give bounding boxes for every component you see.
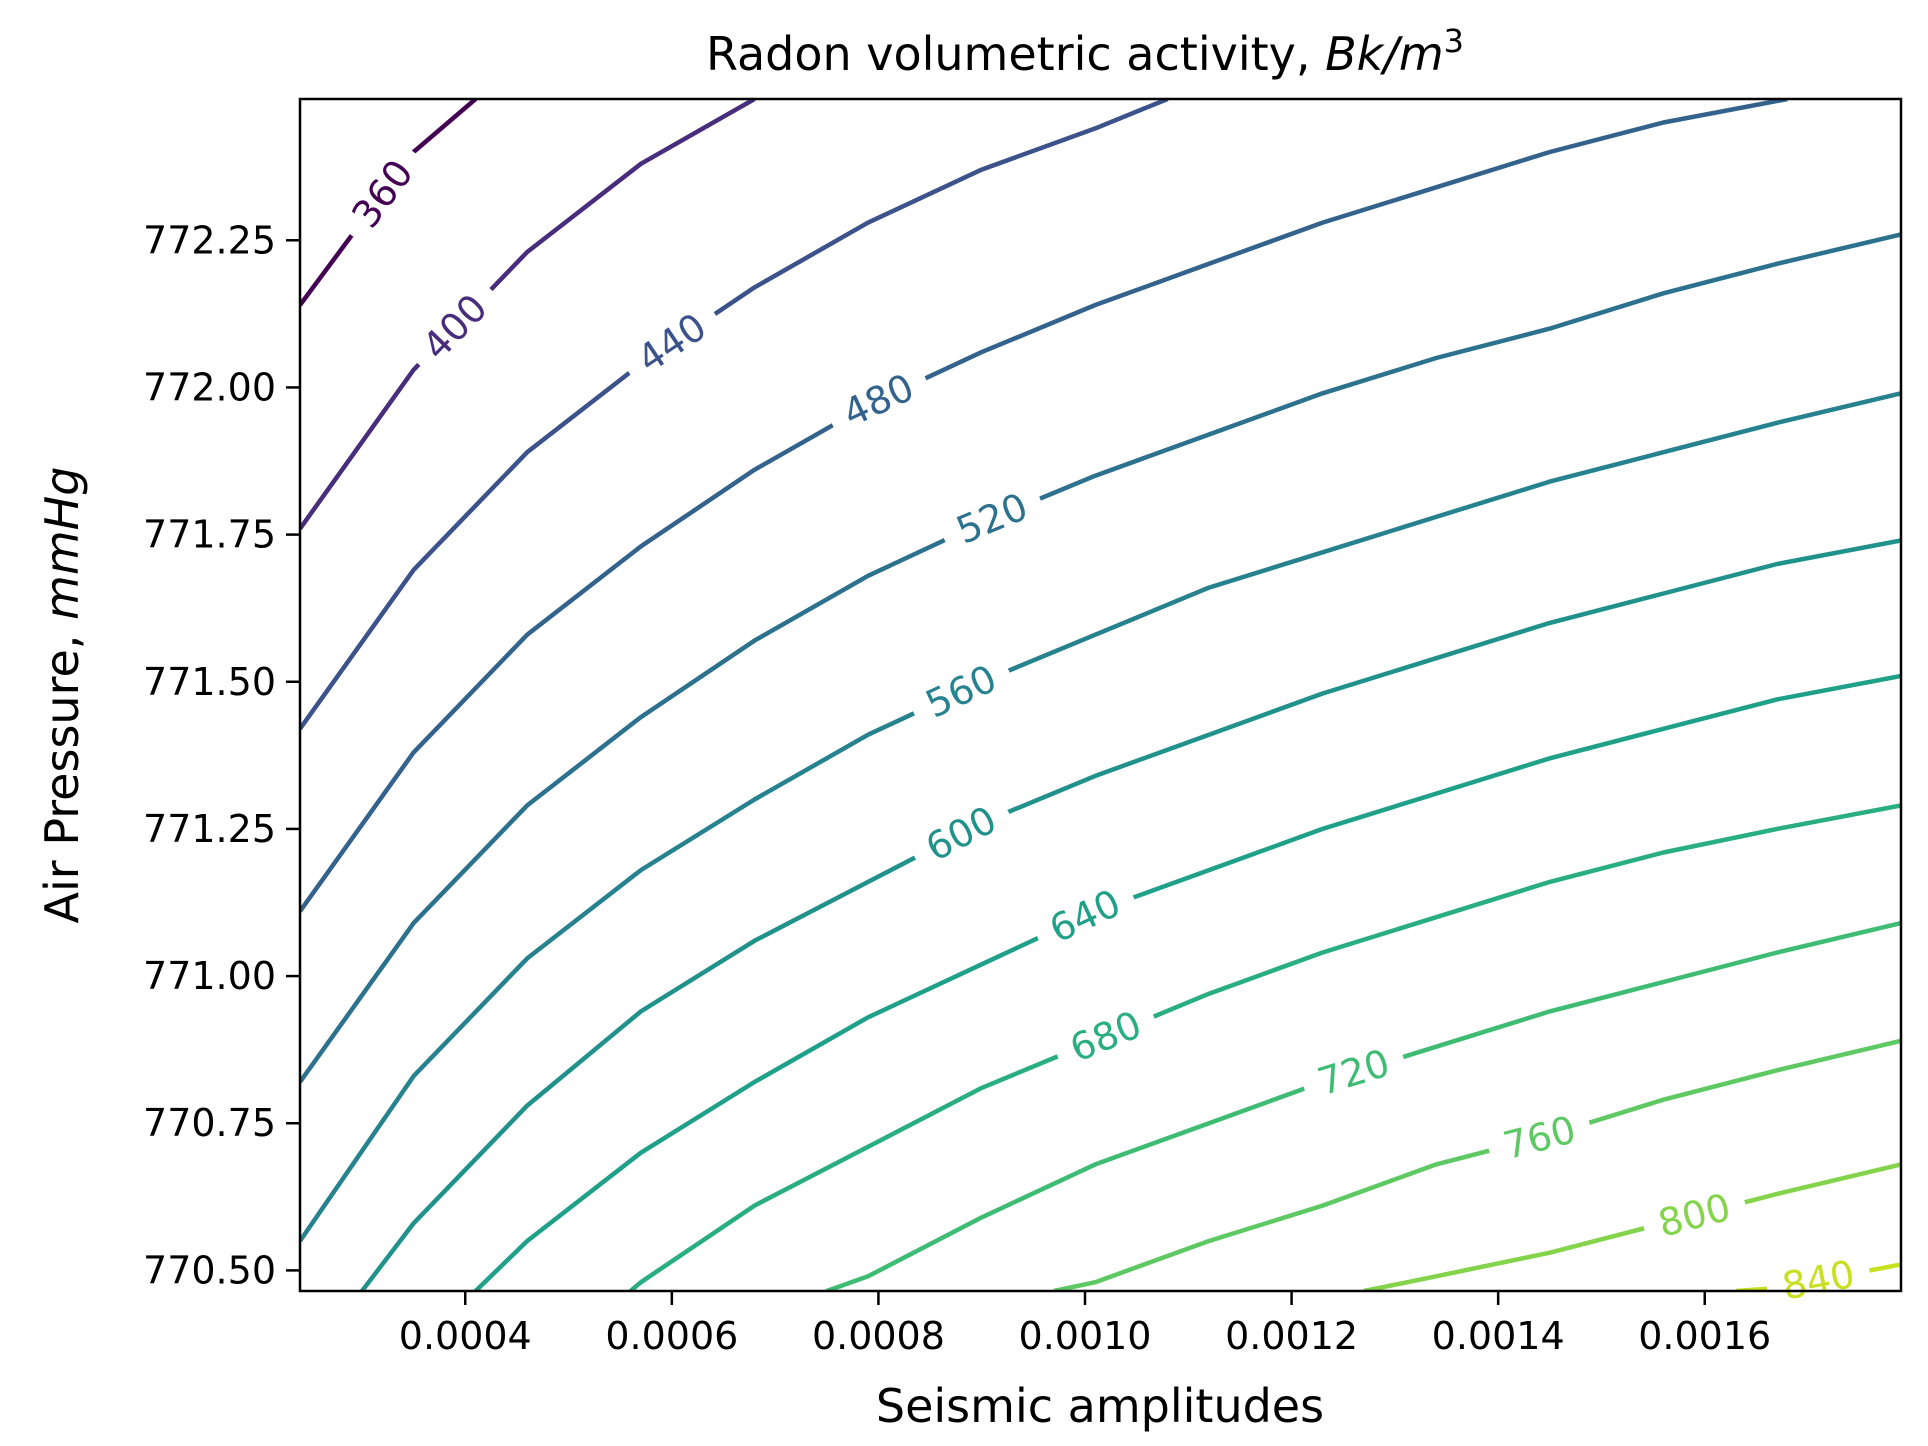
y-tick-label: 771.00 [143,954,276,998]
x-tick-label: 0.0012 [1225,1314,1358,1358]
chart-title-exponent: 3 [1444,22,1464,60]
contour-label-gap [1484,1105,1595,1171]
x-axis: 0.0004 0.0006 0.0008 0.0010 0.0012 0.0014 0.00… [399,1291,1771,1358]
contour-label-gap [822,360,934,441]
y-axis-label-unit: mmHg [35,467,89,620]
x-tick-label: 0.0004 [399,1314,532,1358]
contour-label-gap [617,297,727,389]
x-tick-label: 0.0010 [1019,1314,1152,1358]
y-axis-label-prefix: Air Pressure, [35,620,89,923]
contour-label-gap [1029,875,1141,957]
y-tick-label: 771.50 [143,660,276,704]
contour-line-640 [474,673,1901,1291]
y-tick-label: 770.75 [143,1101,276,1145]
x-axis-label: Seismic amplitudes [876,1379,1324,1433]
y-axis-label: Air Pressure, mmHg [35,467,89,924]
contour-label-gap [404,275,506,379]
contour-line-560 [300,391,1901,1243]
x-tick-label: 0.0006 [605,1314,738,1358]
contour-line-480 [300,99,1788,913]
contour-line-600 [360,538,1901,1291]
chart-title-unit: Bk/m [1325,27,1444,81]
contour-label-gap [936,480,1048,557]
contour-label-gap [905,651,1017,732]
contour-line-680 [629,803,1901,1291]
contour-line-400 [300,99,756,531]
contour-label-gap [905,792,1017,876]
y-tick-label: 771.25 [143,807,276,851]
contour-label-gap [1763,1250,1874,1310]
y-tick-label: 772.00 [143,365,276,409]
contour-label-gap [1050,998,1162,1075]
contour-line-760 [1053,1038,1901,1291]
x-tick-label: 0.0014 [1432,1314,1565,1358]
contour-line-440 [300,99,1169,731]
contour-label-gap [1298,1037,1410,1107]
y-tick-label: 772.25 [143,218,276,262]
plot-frame [298,97,1903,1293]
y-axis: 770.50 770.75 771.00 771.25 771.50 771.75 772.… [143,218,300,1292]
contour-line-800 [1363,1162,1901,1291]
contour-label-gap [1639,1182,1750,1248]
y-tick-label: 771.75 [143,513,276,557]
chart-title: Radon volumetric activity, Bk/m3 [706,22,1464,81]
x-tick-label: 0.0016 [1638,1314,1771,1358]
y-tick-label: 770.50 [143,1248,276,1292]
contour-label-gap [335,140,430,248]
chart-title-prefix: Radon volumetric activity, [706,27,1325,81]
x-tick-label: 0.0008 [812,1314,945,1358]
contour-line-520 [300,232,1901,1084]
